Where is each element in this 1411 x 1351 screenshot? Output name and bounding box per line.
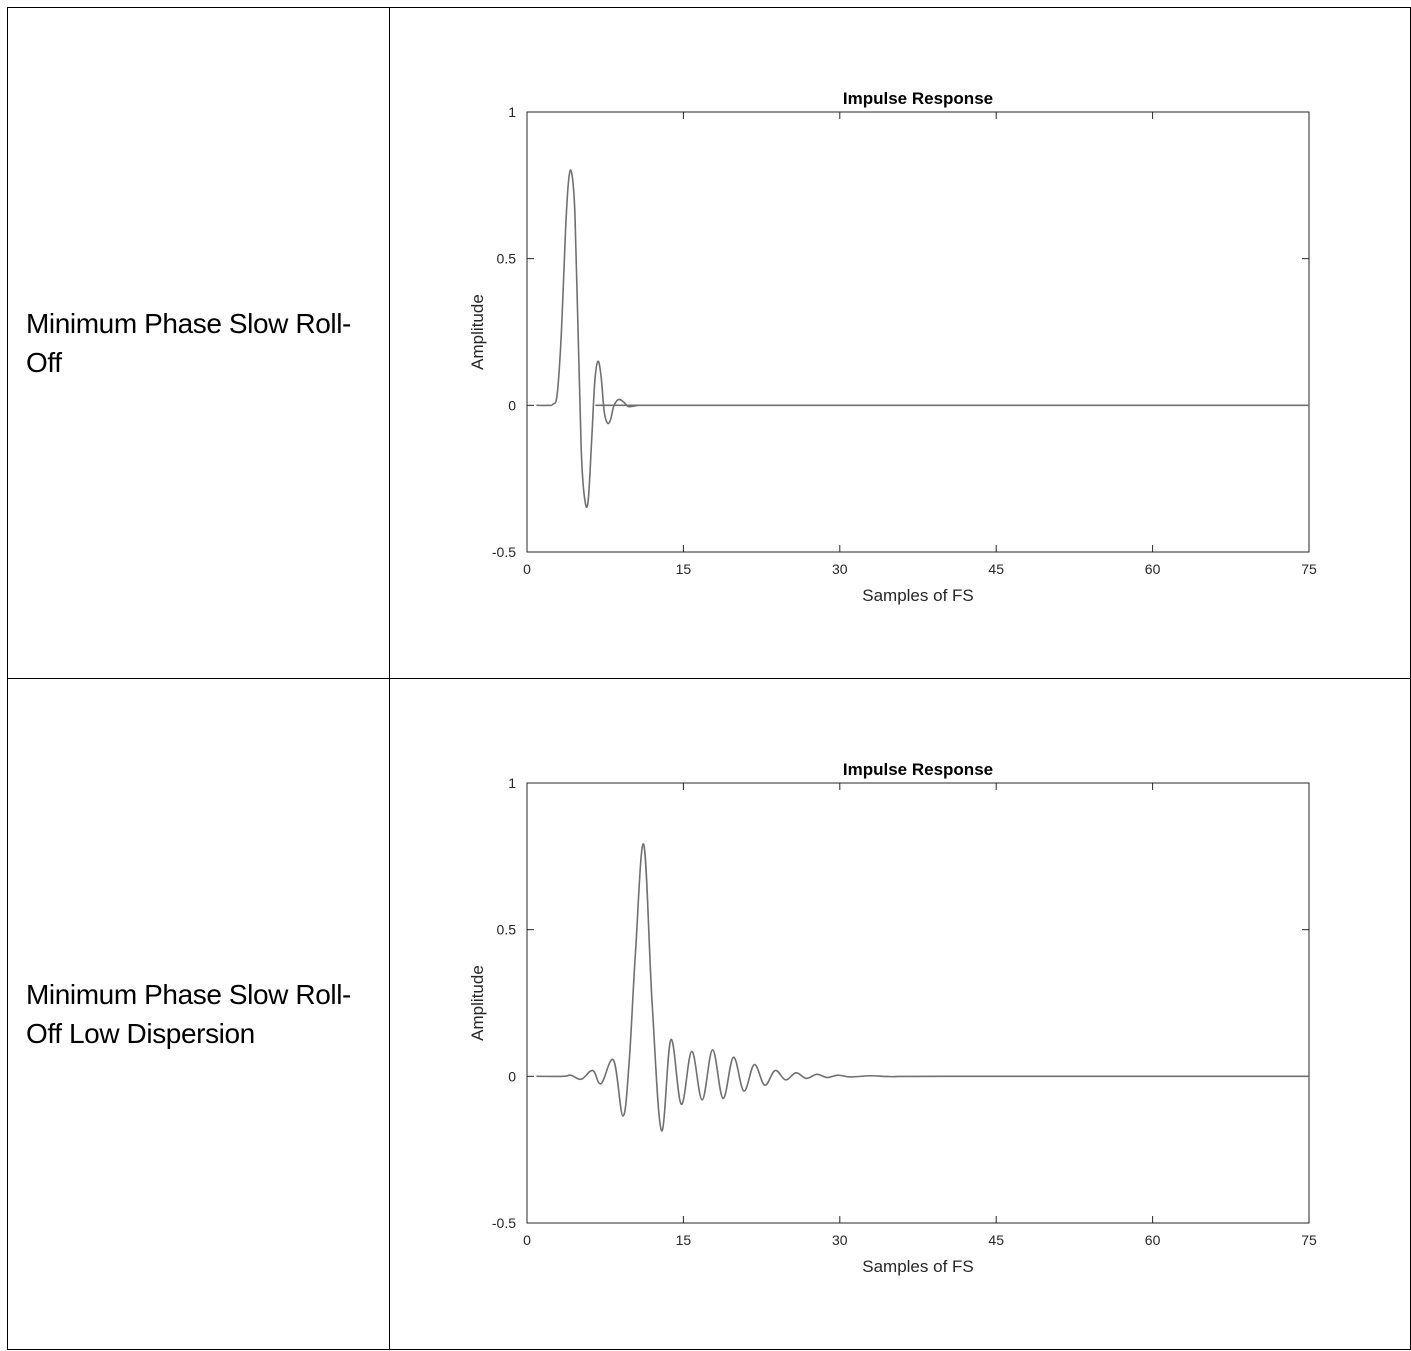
plot-frame [526, 111, 1310, 553]
chart-title: Impulse Response [843, 760, 993, 779]
impulse-response-chart: 0 15 30 45 60 75 -0.5 0 0.5 1 Impulse Response Samp… [468, 89, 1317, 605]
y-tick-label: 1 [508, 775, 516, 791]
label-cell: Minimum Phase Slow Roll-Off Low Dispersi… [7, 678, 390, 1350]
chart-cell: 0 15 30 45 60 75 -0.5 0 0.5 1 Impulse Response Samp… [388, 678, 1411, 1350]
table-row: Minimum Phase Slow Roll-Off 0 15 30 45 60 75 -… [7, 7, 1411, 679]
y-tick-label: 0 [508, 397, 516, 413]
row-label: Minimum Phase Slow Roll-Off [26, 308, 351, 378]
y-tick-label: -0.5 [492, 1215, 516, 1231]
label-cell: Minimum Phase Slow Roll-Off [7, 7, 390, 679]
x-tick-label: 75 [1301, 1232, 1317, 1248]
x-tick-label: 75 [1301, 561, 1317, 577]
series-line [536, 843, 1309, 1132]
comparison-table: Minimum Phase Slow Roll-Off 0 15 30 45 60 75 -… [7, 7, 1411, 1350]
y-tick-label: 0.5 [496, 251, 516, 267]
impulse-response-chart: 0 15 30 45 60 75 -0.5 0 0.5 1 Impulse Response Samp… [468, 760, 1317, 1276]
plot-frame [526, 782, 1310, 1224]
series-line [536, 169, 1309, 508]
x-axis-label: Samples of FS [862, 586, 974, 605]
y-tick-label: -0.5 [492, 544, 516, 560]
x-tick-label: 15 [675, 561, 691, 577]
x-tick-label: 30 [832, 1232, 848, 1248]
table-row: Minimum Phase Slow Roll-Off Low Dispersi… [7, 678, 1411, 1350]
y-tick-label: 0.5 [496, 922, 516, 938]
row-label: Minimum Phase Slow Roll-Off Low Dispersi… [26, 979, 351, 1049]
y-axis-label: Amplitude [468, 965, 487, 1041]
y-tick-label: 0 [508, 1068, 516, 1084]
chart-cell: 0 15 30 45 60 75 -0.5 0 0.5 1 Impulse Response Samp… [388, 7, 1411, 679]
x-axis-label: Samples of FS [862, 1257, 974, 1276]
x-tick-label: 60 [1144, 561, 1160, 577]
y-axis-label: Amplitude [468, 294, 487, 370]
x-tick-label: 15 [675, 1232, 691, 1248]
x-tick-label: 0 [523, 1232, 531, 1248]
x-tick-label: 45 [988, 561, 1004, 577]
x-tick-label: 60 [1144, 1232, 1160, 1248]
y-tick-label: 1 [508, 104, 516, 120]
x-tick-label: 30 [832, 561, 848, 577]
x-tick-label: 45 [988, 1232, 1004, 1248]
chart-title: Impulse Response [843, 89, 993, 108]
x-tick-label: 0 [523, 561, 531, 577]
